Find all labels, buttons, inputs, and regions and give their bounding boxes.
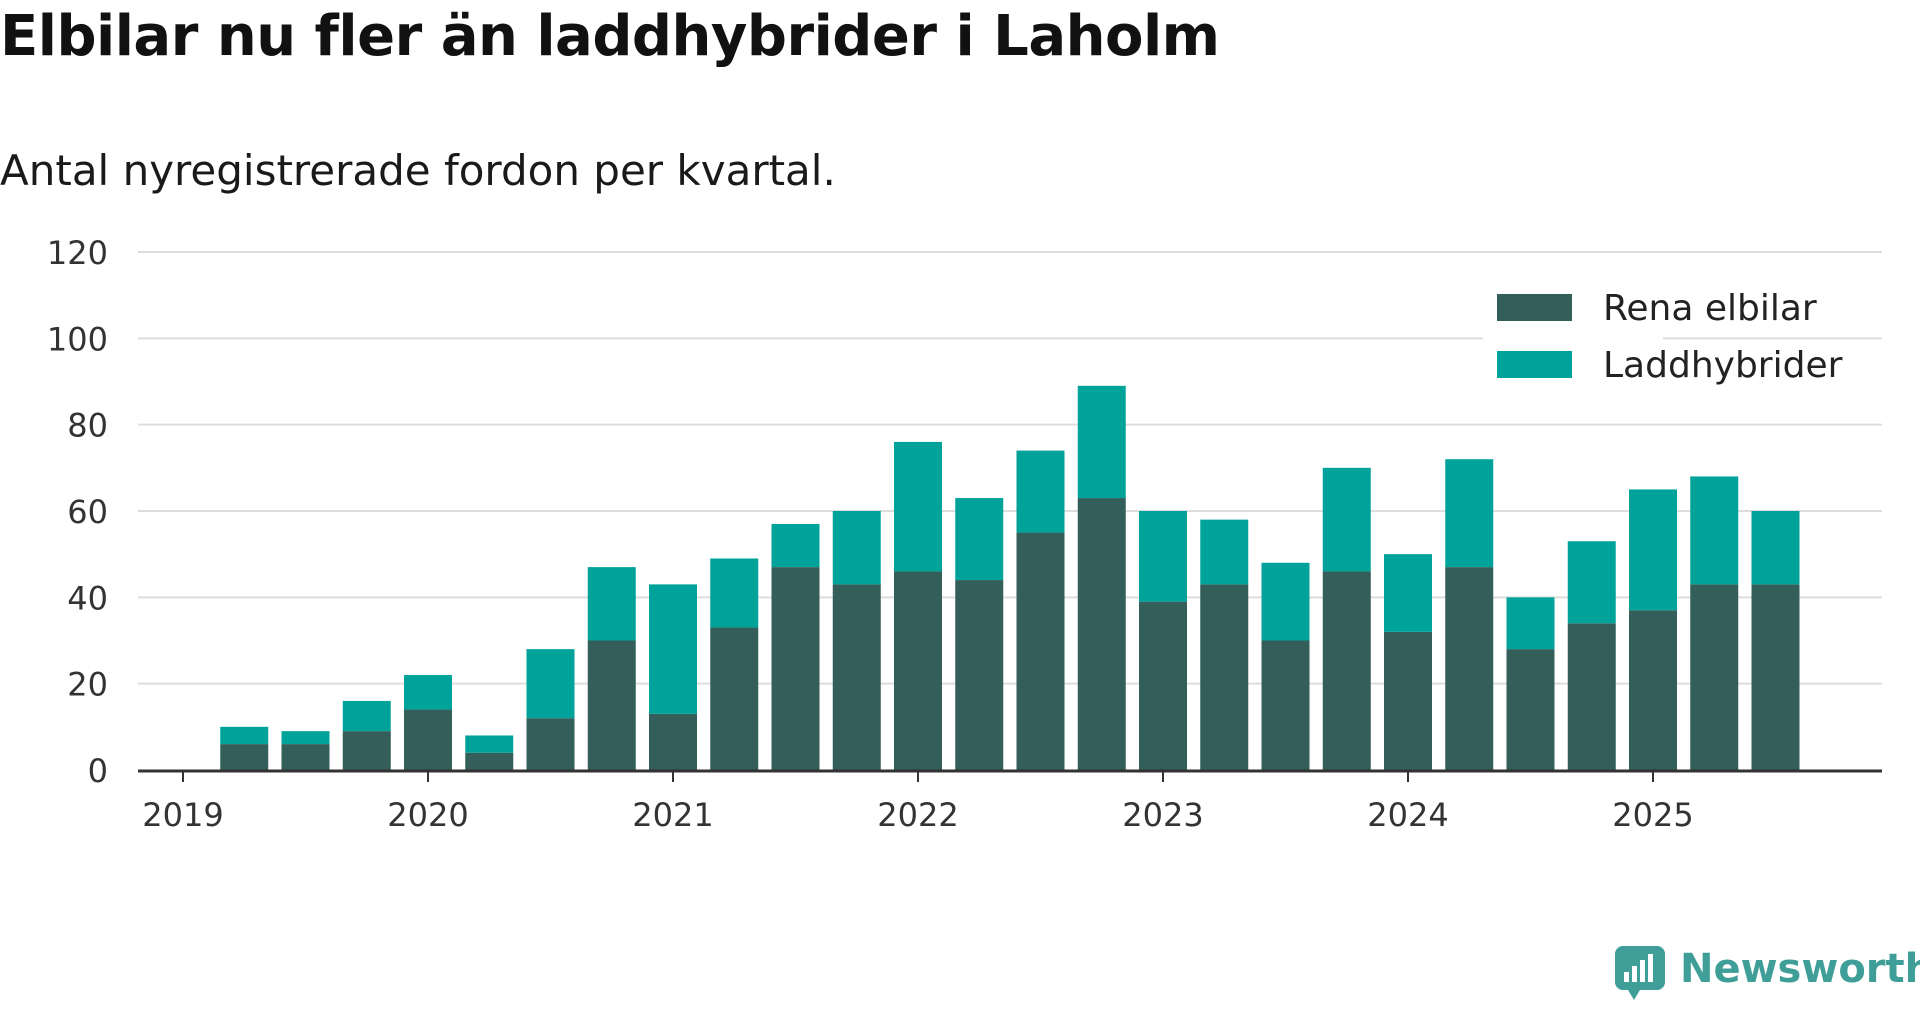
bar-segment-laddhybrider bbox=[1445, 459, 1494, 568]
bar-segment-laddhybrider bbox=[1567, 541, 1616, 624]
bar-segment-laddhybrider bbox=[1690, 476, 1739, 585]
bar-segment-laddhybrider bbox=[1384, 554, 1432, 632]
bar-segment-rena-elbilar bbox=[1200, 584, 1249, 770]
bar-segment-rena-elbilar bbox=[1077, 498, 1126, 770]
x-tick-label: 2023 bbox=[1122, 796, 1203, 834]
bar-segment-rena-elbilar bbox=[526, 718, 575, 770]
bar-segment-rena-elbilar bbox=[1629, 610, 1677, 770]
bar-segment-rena-elbilar bbox=[1139, 601, 1187, 770]
chart-subtitle: Antal nyregistrerade fordon per kvartal. bbox=[0, 146, 836, 195]
bar-segment-laddhybrider bbox=[649, 584, 697, 714]
bar-segment-laddhybrider bbox=[710, 558, 759, 628]
bar-segment-laddhybrider bbox=[1200, 519, 1249, 585]
y-tick-label: 100 bbox=[47, 320, 108, 358]
bars bbox=[220, 385, 1800, 770]
bar-segment-rena-elbilar bbox=[1751, 584, 1800, 770]
y-tick-label: 20 bbox=[67, 666, 108, 704]
y-tick-label: 0 bbox=[88, 752, 108, 790]
bar-segment-laddhybrider bbox=[220, 726, 269, 745]
bar-segment-laddhybrider bbox=[1506, 597, 1555, 650]
x-tick-label: 2025 bbox=[1612, 796, 1693, 834]
x-tick-label: 2021 bbox=[632, 796, 713, 834]
bar-segment-rena-elbilar bbox=[771, 567, 820, 770]
newsworthy-wordmark: Newsworthy bbox=[1680, 946, 1920, 992]
bar-segment-laddhybrider bbox=[587, 567, 636, 641]
x-tick-label: 2020 bbox=[387, 796, 468, 834]
bar-segment-rena-elbilar bbox=[465, 752, 514, 770]
bar-segment-rena-elbilar bbox=[342, 731, 391, 770]
y-tick-label: 120 bbox=[47, 234, 108, 272]
bar-segment-rena-elbilar bbox=[894, 571, 942, 770]
chart-title: Elbilar nu fler än laddhybrider i Laholm bbox=[0, 4, 1220, 69]
x-tick-label: 2022 bbox=[877, 796, 958, 834]
bar-segment-rena-elbilar bbox=[1567, 623, 1616, 770]
newsworthy-logo-icon bbox=[1615, 946, 1665, 1000]
bar-segment-laddhybrider bbox=[526, 649, 575, 719]
bar-segment-rena-elbilar bbox=[1322, 571, 1371, 770]
bar-segment-rena-elbilar bbox=[587, 640, 636, 770]
legend-swatch-rena-elbilar bbox=[1497, 294, 1572, 321]
newsworthy-brand: Newsworthy bbox=[1615, 946, 1920, 1000]
y-tick-label: 40 bbox=[67, 579, 108, 617]
bar-segment-rena-elbilar bbox=[955, 580, 1004, 770]
bar-segment-laddhybrider bbox=[342, 700, 391, 732]
bar-segment-laddhybrider bbox=[404, 675, 452, 710]
bar-segment-rena-elbilar bbox=[1690, 584, 1739, 770]
bar-segment-laddhybrider bbox=[1077, 385, 1126, 499]
legend: Rena elbilar Laddhybrider bbox=[1483, 283, 1843, 386]
bar-segment-laddhybrider bbox=[281, 731, 330, 745]
bar-segment-rena-elbilar bbox=[220, 744, 269, 770]
bar-segment-rena-elbilar bbox=[649, 713, 697, 770]
bar-segment-rena-elbilar bbox=[281, 744, 330, 770]
bar-segment-laddhybrider bbox=[832, 511, 881, 585]
legend-swatch-laddhybrider bbox=[1497, 351, 1572, 378]
bar-segment-laddhybrider bbox=[1322, 467, 1371, 572]
bar-segment-laddhybrider bbox=[465, 735, 514, 753]
y-tick-label: 60 bbox=[67, 493, 108, 531]
bar-segment-rena-elbilar bbox=[1445, 567, 1494, 770]
bar-segment-laddhybrider bbox=[1751, 511, 1800, 585]
legend-label-laddhybrider: Laddhybrider bbox=[1603, 345, 1843, 386]
bar-segment-rena-elbilar bbox=[1261, 640, 1310, 770]
legend-label-rena-elbilar: Rena elbilar bbox=[1603, 288, 1817, 329]
x-axis-ticks: 2019 2020 2021 2022 2023 2024 2025 bbox=[142, 772, 1694, 834]
y-axis-ticks: 0 20 40 60 80 100 120 bbox=[47, 234, 108, 790]
bar-segment-rena-elbilar bbox=[404, 709, 452, 770]
x-tick-label: 2019 bbox=[142, 796, 223, 834]
bar-segment-laddhybrider bbox=[771, 523, 820, 568]
bar-segment-rena-elbilar bbox=[1016, 532, 1065, 770]
bar-segment-laddhybrider bbox=[1139, 511, 1187, 602]
bar-segment-rena-elbilar bbox=[710, 627, 759, 770]
bar-segment-laddhybrider bbox=[894, 441, 942, 572]
bar-segment-laddhybrider bbox=[1016, 450, 1065, 533]
bar-segment-rena-elbilar bbox=[1384, 631, 1432, 770]
bar-segment-rena-elbilar bbox=[1506, 649, 1555, 770]
y-tick-label: 80 bbox=[67, 407, 108, 445]
x-tick-label: 2024 bbox=[1367, 796, 1448, 834]
bar-segment-laddhybrider bbox=[955, 498, 1004, 581]
bar-segment-laddhybrider bbox=[1629, 489, 1677, 611]
bar-segment-laddhybrider bbox=[1261, 562, 1310, 641]
bar-segment-rena-elbilar bbox=[832, 584, 881, 770]
